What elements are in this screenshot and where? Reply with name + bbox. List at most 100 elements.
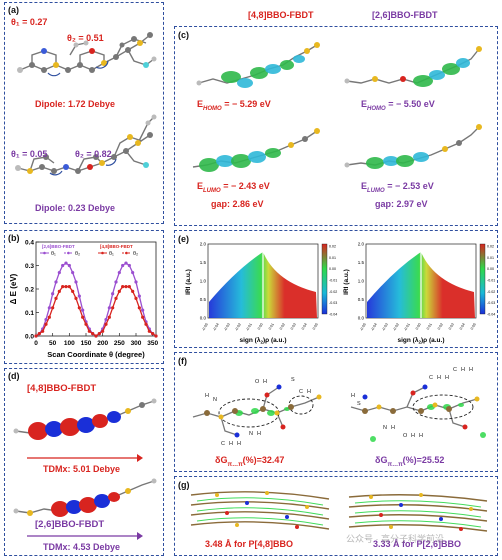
chart-data-point <box>131 270 135 275</box>
iri-xtick-label: 0.04 <box>459 323 466 331</box>
chart-data-point <box>117 289 121 293</box>
tdm-bottom-title: [2,6]BBO-FBDT <box>35 519 105 530</box>
chart-data-point <box>37 332 41 336</box>
chart-ytick-label: 0.1 <box>25 310 34 317</box>
chart-data-point <box>64 285 68 289</box>
atom-label: O <box>403 433 408 439</box>
atom-label: H <box>263 379 267 385</box>
chart-data-point <box>81 308 85 312</box>
panel-a: (a) θ₁ = 0.27 θ₂ = 0.51 Dipole: 1.72 Deb… <box>4 2 164 224</box>
delta-g-left: δGπ…π(%)=32.47 <box>215 455 285 468</box>
panel-c-label: (c) <box>178 30 189 40</box>
gap-left: gap: 2.86 eV <box>211 199 264 209</box>
chart-ytick-label: 0.4 <box>25 240 34 247</box>
iri-xtick-label: -0.04 <box>212 323 220 332</box>
lumo-right-orbital <box>344 124 482 169</box>
atom-label: H <box>437 375 441 381</box>
iri-ytick-label: 1.5 <box>358 260 365 265</box>
chart-data-point <box>34 334 38 338</box>
dipole-top: Dipole: 1.72 Debye <box>35 99 116 109</box>
chart-data-point <box>61 263 65 268</box>
chart-data-point <box>147 329 151 333</box>
chart-data-point <box>134 280 138 284</box>
atom-label: H <box>205 393 209 399</box>
iri-ytick-label: 1.5 <box>200 260 207 265</box>
chart-data-point <box>137 306 141 310</box>
chart-data-point <box>124 261 128 265</box>
chart-legend-title: [4,8]BBO-FBDT <box>100 244 133 249</box>
iri-xtick-label: -0.04 <box>370 323 378 332</box>
iri-xtick-label: -0.05 <box>359 323 367 332</box>
chart-data-point <box>54 296 58 300</box>
molecule-a-bottom <box>15 114 157 176</box>
energy-scan-chart: 0.0 0.1 0.2 0.3 0.4 0 50 100 150 200 250 300 350 [2… <box>9 240 158 360</box>
chart-data-point <box>137 294 141 298</box>
iri-colorbar-label: 0.02 <box>487 245 494 249</box>
chart-data-point <box>131 289 135 293</box>
chart-data-point <box>74 280 78 284</box>
iri-ytick-label: 2.0 <box>358 242 365 247</box>
chart-legend-marker <box>125 251 128 255</box>
atom-label: H <box>461 367 465 373</box>
noncovalent-interaction-right: C H H C H H H S N H O H H <box>350 367 486 442</box>
chart-data-point <box>44 317 48 322</box>
atom-label: S <box>357 401 361 407</box>
atom-label: H <box>229 441 233 447</box>
panel-b-label: (b) <box>8 233 20 243</box>
atom-label: H <box>351 393 355 399</box>
polymer-stacking-left <box>190 491 330 530</box>
iri-xtick-label: -0.03 <box>381 323 389 332</box>
chart-data-point <box>144 322 148 326</box>
iri-colorbar-label: 0.00 <box>329 267 336 271</box>
chart-data-point <box>91 332 95 336</box>
chart-xlabel: Scan Coordinate θ (degree) <box>47 350 145 359</box>
chart-data-point <box>71 270 75 275</box>
chart-data-point <box>114 280 118 284</box>
iri-ylabel-left: IRI (a.u.) <box>185 269 192 295</box>
lumo-right-text: ELUMO = − 2.53 eV <box>361 181 434 194</box>
theta1-bottom: θ₁ = 0.05 <box>11 149 48 159</box>
atom-label: N <box>383 425 387 431</box>
iri-xtick-label: -0.03 <box>223 323 231 332</box>
iri-xtick-label: 0.02 <box>437 323 444 331</box>
chart-data-point <box>97 332 101 336</box>
iri-colorbar-label: -0.01 <box>329 279 337 283</box>
chart-data-point <box>61 285 65 289</box>
chart-xtick-label: 250 <box>114 340 125 347</box>
tdm-top-value: TDMx: 5.01 Debye <box>43 464 121 474</box>
atom-label: H <box>411 433 415 439</box>
chart-data-point <box>134 296 138 300</box>
iri-colorbar-label: -0.02 <box>487 290 495 294</box>
iri-ytick-label: 1.0 <box>200 279 207 284</box>
atom-label: C <box>221 441 225 447</box>
chart-data-point <box>67 285 71 289</box>
atom-label: H <box>445 375 449 381</box>
iri-scatter-plots: -0.05 -0.04 -0.03 -0.02 -0.01 0.00 0.01 0.02 0.0… <box>185 242 495 345</box>
panel-a-label: (a) <box>8 5 19 15</box>
iri-xlabel-right: sign (λ2)ρ (a.u.) <box>398 336 445 345</box>
chart-data-point <box>71 289 75 293</box>
molecule-a-top <box>17 32 157 77</box>
chart-xtick-label: 200 <box>97 340 108 347</box>
chart-data-point <box>94 334 98 338</box>
panel-e: (e) -0.05 -0.04- <box>174 230 498 348</box>
chart-xtick-label: 150 <box>81 340 92 347</box>
gap-right: gap: 2.97 eV <box>375 199 428 209</box>
atom-label: H <box>257 431 261 437</box>
chart-data-point <box>77 294 81 298</box>
iri-ytick-label: 0.5 <box>358 297 365 302</box>
iri-xtick-label: 0.03 <box>448 323 455 331</box>
chart-legend-entry: θ₁ <box>109 251 114 257</box>
iri-colorbar-label: -0.03 <box>329 301 337 305</box>
lumo-left-orbital <box>192 128 320 172</box>
chart-data-point <box>77 306 81 310</box>
chart-xtick-label: 350 <box>147 340 158 347</box>
chart-data-point <box>67 263 71 268</box>
chart-xtick-label: 300 <box>131 340 142 347</box>
atom-label: H <box>419 433 423 439</box>
chart-data-point <box>107 315 111 319</box>
iri-colorbar-label: -0.01 <box>487 279 495 283</box>
iri-colorbar-label: 0.00 <box>487 267 494 271</box>
iri-xtick-label: 0.02 <box>279 323 286 331</box>
chart-data-point <box>41 329 45 333</box>
